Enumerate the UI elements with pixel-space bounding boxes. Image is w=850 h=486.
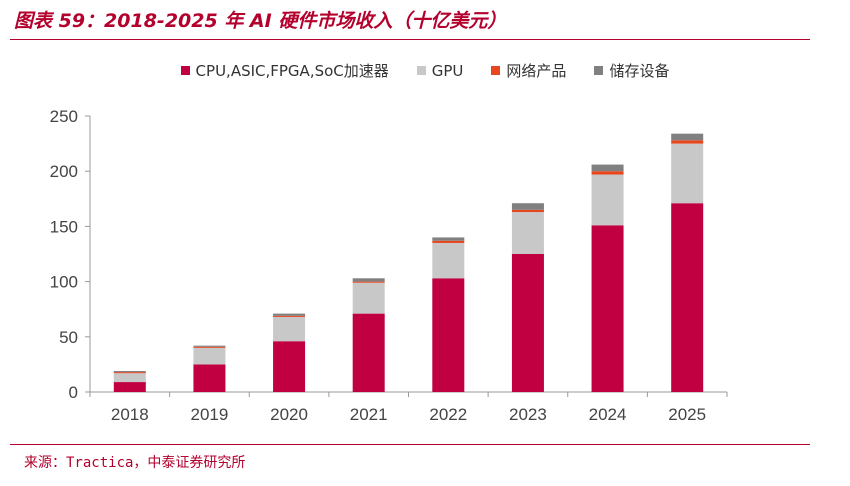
y-tick-label: 0 xyxy=(69,383,78,402)
bar-segment xyxy=(352,278,385,282)
bar-segment xyxy=(273,341,306,392)
legend-item-network: 网络产品 xyxy=(491,60,566,81)
y-tick-label: 150 xyxy=(50,217,78,236)
y-tick-label: 100 xyxy=(50,273,78,292)
bar-segment xyxy=(432,237,465,241)
y-tick-label: 50 xyxy=(59,328,78,347)
bar-segment xyxy=(591,174,624,226)
x-tick-label: 2025 xyxy=(668,405,706,424)
title-divider xyxy=(10,39,810,40)
bar-segment xyxy=(432,242,465,279)
bar-segment xyxy=(273,315,306,317)
bar-segment xyxy=(671,203,704,392)
bar-segment xyxy=(511,203,544,210)
legend-label-gpu: GPU xyxy=(431,61,464,80)
legend-label-network: 网络产品 xyxy=(506,62,567,80)
x-tick-label: 2019 xyxy=(191,405,229,424)
bar-segment xyxy=(671,143,704,204)
bar-segment xyxy=(671,133,704,141)
legend-item-gpu: GPU xyxy=(416,61,464,80)
x-tick-label: 2022 xyxy=(429,405,467,424)
x-tick-label: 2020 xyxy=(270,405,308,424)
bar-segment xyxy=(591,171,624,175)
legend-item-accelerators: CPU,ASIC,FPGA,SoC加速器 xyxy=(180,60,389,81)
y-tick-label: 200 xyxy=(50,162,78,181)
bar-segment xyxy=(591,164,624,172)
legend-swatch-storage xyxy=(594,66,604,75)
legend-swatch-accelerators xyxy=(180,66,190,75)
bar-segment xyxy=(193,364,226,392)
legend-item-storage: 储存设备 xyxy=(594,60,669,81)
legend-label-storage: 储存设备 xyxy=(609,62,670,80)
bar-segment xyxy=(113,382,146,392)
source-note: 来源：Tractica，中泰证券研究所 xyxy=(24,455,246,471)
bar-segment xyxy=(113,371,146,373)
legend-swatch-network xyxy=(491,66,501,75)
x-tick-label: 2023 xyxy=(509,405,547,424)
bar-segment xyxy=(113,372,146,374)
bar-segment xyxy=(432,278,465,392)
footer-divider xyxy=(10,444,810,445)
y-tick-label: 250 xyxy=(50,107,78,126)
bar-segment xyxy=(511,254,544,392)
bar-segment xyxy=(273,316,306,342)
bar-segment xyxy=(193,345,226,347)
bar-segment xyxy=(193,346,226,348)
bar-segment xyxy=(273,313,306,316)
bar-segment xyxy=(511,209,544,213)
bar-segment xyxy=(511,212,544,254)
bar-segment xyxy=(432,240,465,243)
legend: CPU,ASIC,FPGA,SoC加速器 GPU 网络产品 储存设备 xyxy=(0,60,850,81)
bar-segment xyxy=(352,281,385,283)
bar-segment xyxy=(671,140,704,144)
bar-segment xyxy=(113,373,146,383)
x-tick-label: 2018 xyxy=(111,405,149,424)
bar-segment xyxy=(352,313,385,392)
x-tick-label: 2021 xyxy=(350,405,388,424)
x-tick-label: 2024 xyxy=(589,405,627,424)
bar-segment xyxy=(352,282,385,314)
bar-segment xyxy=(193,347,226,365)
legend-label-accelerators: CPU,ASIC,FPGA,SoC加速器 xyxy=(195,62,389,80)
bar-segment xyxy=(591,225,624,392)
legend-swatch-gpu xyxy=(416,66,426,75)
chart-title: 图表 59：2018-2025 年 AI 硬件市场收入（十亿美元） xyxy=(14,10,507,32)
